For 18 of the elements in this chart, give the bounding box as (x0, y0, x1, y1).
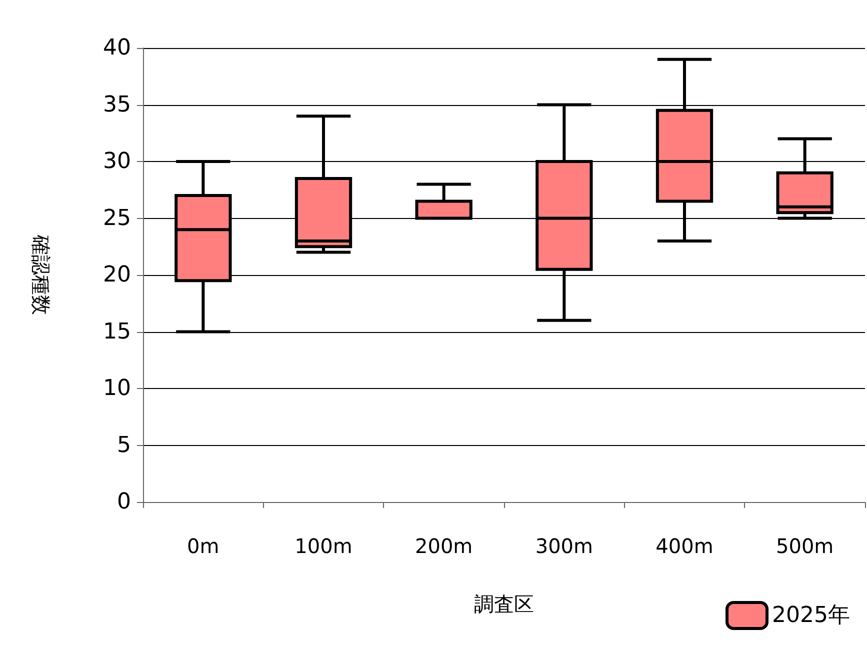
y-tick-label: 5 (117, 432, 131, 458)
y-tick-label: 40 (103, 36, 131, 60)
y-tick-label: 25 (103, 206, 131, 231)
y-tick-label: 15 (103, 319, 131, 344)
x-tick-label: 500m (776, 534, 834, 558)
y-tick-label: 20 (103, 262, 131, 288)
y-tick-label: 10 (103, 376, 131, 401)
y-tick-label: 35 (103, 92, 131, 118)
x-axis-title: 調査区 (474, 592, 534, 616)
x-tick-label: 0m (187, 534, 220, 558)
legend-label: 2025年 (772, 603, 850, 628)
x-tick-label: 100m (294, 534, 352, 558)
x-tick-label: 400m (656, 534, 714, 558)
y-axis-title: 確認種数 (29, 234, 53, 315)
x-tick-label: 200m (415, 534, 473, 558)
x-tick-label: 300m (535, 534, 593, 558)
y-tick-label: 30 (103, 149, 131, 174)
y-tick-label: 0 (117, 490, 131, 514)
